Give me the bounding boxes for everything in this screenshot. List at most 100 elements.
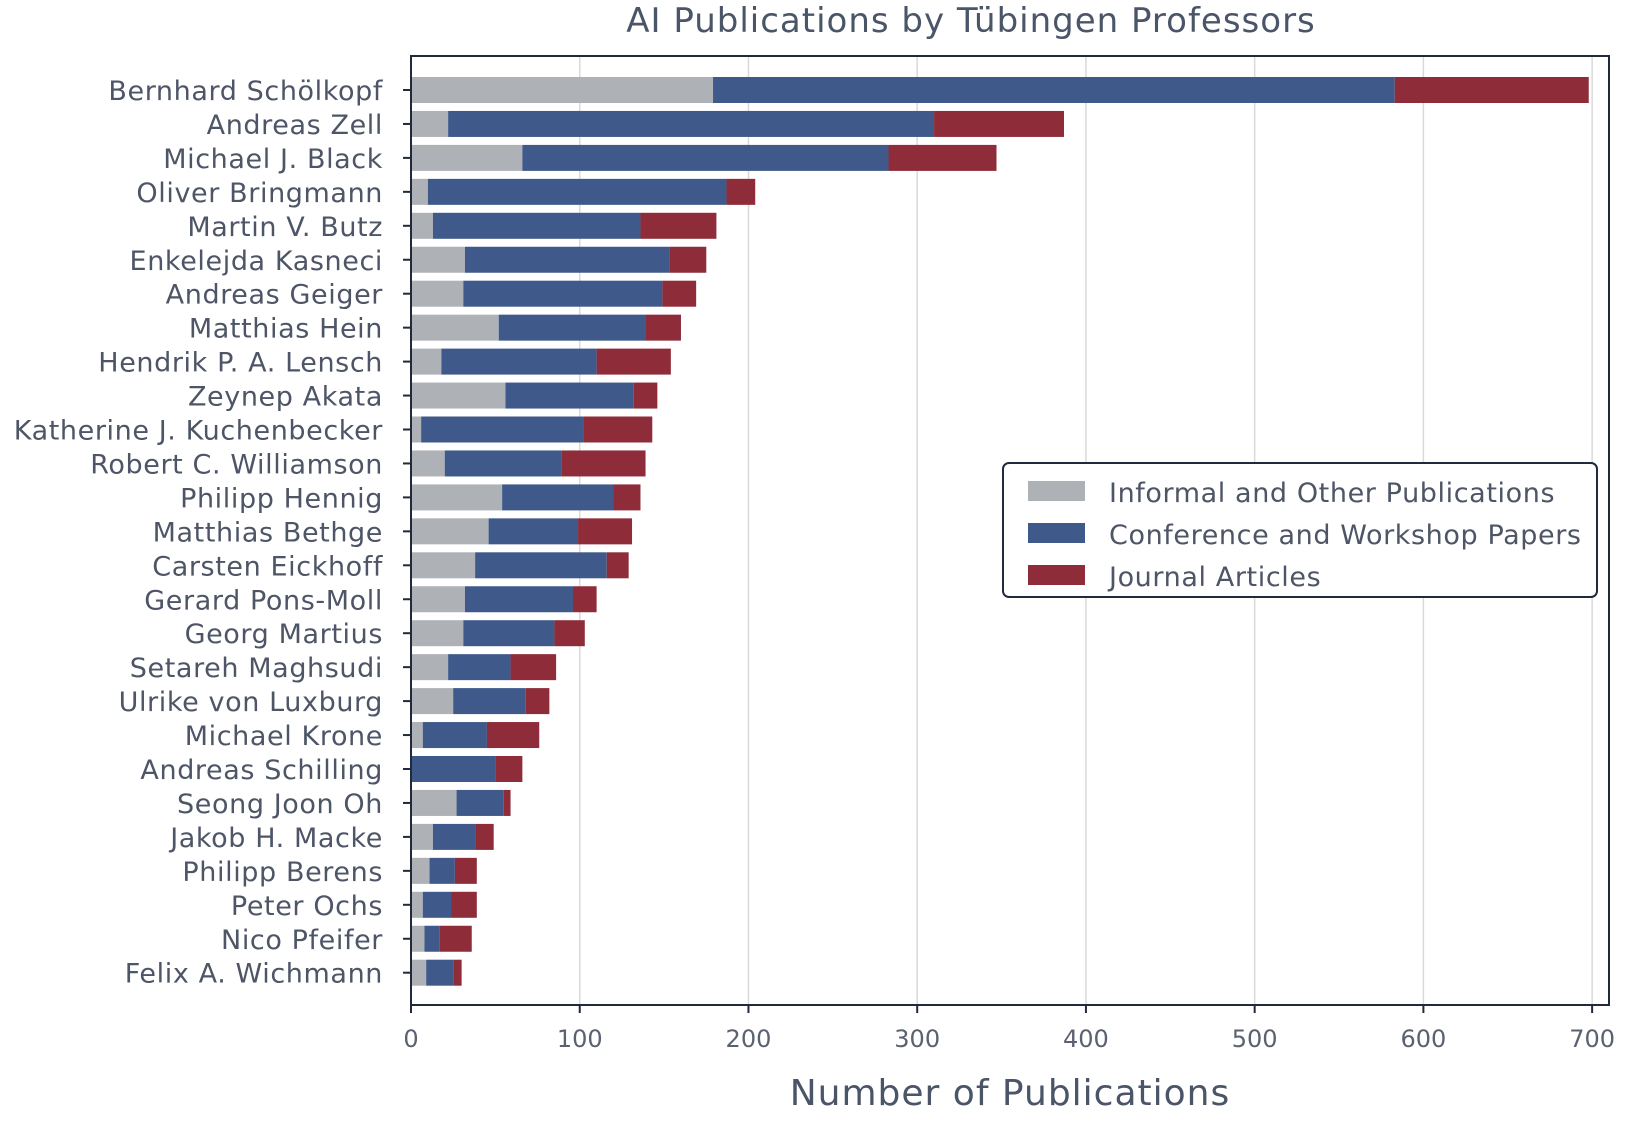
x-tick-label: 0 [403, 1025, 418, 1053]
legend-label: Journal Articles [1107, 562, 1321, 593]
bar-segment [486, 722, 540, 749]
bar-segment [464, 246, 670, 273]
bar-segment [606, 552, 629, 579]
bar-segment [510, 654, 557, 681]
bars [411, 77, 1589, 986]
bar-segment [669, 246, 707, 273]
bar-segment [432, 212, 641, 239]
bar-segment [572, 586, 597, 613]
bar-segment [475, 552, 607, 579]
legend-label: Informal and Other Publications [1109, 478, 1555, 509]
bar-segment [411, 450, 445, 477]
bar-segment [426, 959, 454, 986]
bar-segment [525, 688, 550, 715]
bar-segment [633, 382, 658, 409]
category-label: Enkelejda Kasneci [130, 246, 383, 277]
category-label: Carsten Eickhoff [152, 551, 384, 582]
category-label: Setareh Maghsudi [130, 653, 383, 684]
x-tick-label: 200 [726, 1025, 772, 1053]
bar-segment [662, 280, 697, 307]
category-label: Hendrik P. A. Lensch [98, 348, 383, 379]
bar-segment [495, 756, 523, 782]
bar-segment [454, 857, 477, 884]
bar-segment [448, 110, 935, 137]
bar-segment [411, 518, 489, 545]
plot-frame [410, 55, 1610, 1006]
bar-segment [422, 891, 452, 918]
bar-segment [463, 620, 555, 647]
bar-segment [441, 348, 597, 375]
bar-segment [411, 110, 449, 137]
category-label: Gerard Pons-Moll [144, 585, 383, 616]
bar-segment [411, 722, 423, 749]
category-label: Felix A. Wichmann [125, 959, 383, 990]
bar-segment [411, 246, 465, 273]
bar-segment [645, 314, 681, 341]
x-tick-label: 100 [557, 1025, 603, 1053]
category-label: Philipp Hennig [180, 483, 383, 514]
category-label: Philipp Berens [182, 857, 383, 888]
category-label: Bernhard Schölkopf [108, 76, 384, 107]
bar-segment [411, 178, 428, 205]
bar-segment [411, 688, 454, 715]
bar-segment [411, 484, 503, 511]
x-axis-title: Number of Publications [790, 1073, 1231, 1114]
category-label: Michael Krone [185, 721, 383, 752]
bar-segment [411, 212, 433, 239]
category-label: Matthias Hein [189, 314, 383, 345]
x-tick-label: 500 [1232, 1025, 1278, 1053]
bar-segment [554, 620, 585, 647]
bar-segment [411, 586, 465, 613]
bar-segment [411, 756, 496, 782]
category-label: Andreas Schilling [140, 755, 383, 786]
bar-segment [713, 77, 1395, 103]
bar-segment [432, 823, 476, 850]
bar-segment [448, 654, 511, 681]
bar-segment [411, 620, 464, 647]
bar-segment [411, 857, 430, 884]
legend-box [1002, 462, 1598, 598]
bar-segment [640, 212, 717, 239]
bar-segment [411, 959, 427, 986]
bar-segment [613, 484, 641, 511]
bar-segment [451, 891, 477, 918]
bar-segment [522, 144, 889, 171]
bar-segment [578, 518, 633, 545]
x-tick-label: 600 [1400, 1025, 1446, 1053]
x-tick-label: 700 [1569, 1025, 1615, 1053]
category-label: Nico Pfeifer [221, 925, 383, 956]
bar-segment [475, 823, 494, 850]
category-label: Andreas Geiger [166, 280, 384, 311]
bar-segment [505, 382, 634, 409]
category-label: Katherine J. Kuchenbecker [14, 416, 384, 447]
bar-segment [411, 552, 476, 579]
bar-segment [1394, 77, 1589, 103]
bar-segment [503, 789, 511, 816]
bar-segment [411, 77, 714, 103]
bar-segment [453, 959, 462, 986]
bar-segment [488, 518, 579, 545]
category-label: Zeynep Akata [188, 382, 383, 413]
bar-segment [464, 586, 573, 613]
category-label: Peter Ochs [231, 891, 383, 922]
bar-segment [411, 925, 425, 952]
bar-segment [411, 144, 523, 171]
bar-segment [422, 722, 487, 749]
bar-segment [498, 314, 646, 341]
category-label: Ulrike von Luxburg [119, 687, 383, 718]
bar-segment [596, 348, 671, 375]
bar-segment [888, 144, 997, 171]
legend: Informal and Other Publications Conferenc… [1002, 462, 1598, 598]
bar-segment [411, 654, 449, 681]
bar-segment [411, 280, 464, 307]
bar-segment [427, 178, 727, 205]
bar-segment [411, 416, 422, 443]
x-tick-label: 300 [894, 1025, 940, 1053]
bar-segment [411, 823, 433, 850]
legend-label: Conference and Workshop Papers [1109, 520, 1582, 551]
category-label: Robert C. Williamson [90, 449, 383, 480]
chart-title: AI Publications by Tübingen Professors [626, 1, 1316, 41]
legend-swatch [1028, 523, 1085, 543]
